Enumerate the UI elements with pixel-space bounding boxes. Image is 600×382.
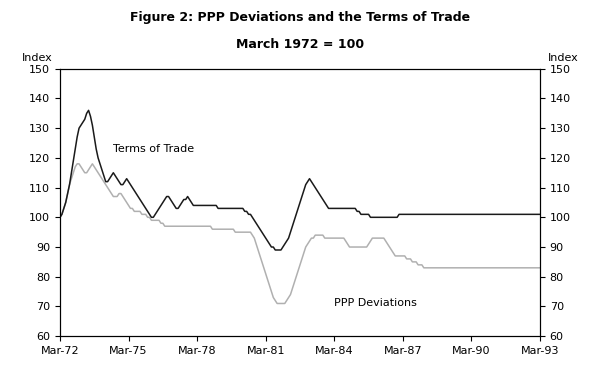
Text: Index: Index: [548, 53, 578, 63]
Text: March 1972 = 100: March 1972 = 100: [236, 38, 364, 51]
Text: Terms of Trade: Terms of Trade: [113, 144, 194, 154]
Text: Figure 2: PPP Deviations and the Terms of Trade: Figure 2: PPP Deviations and the Terms o…: [130, 11, 470, 24]
Text: Index: Index: [22, 53, 52, 63]
Text: PPP Deviations: PPP Deviations: [334, 298, 417, 308]
